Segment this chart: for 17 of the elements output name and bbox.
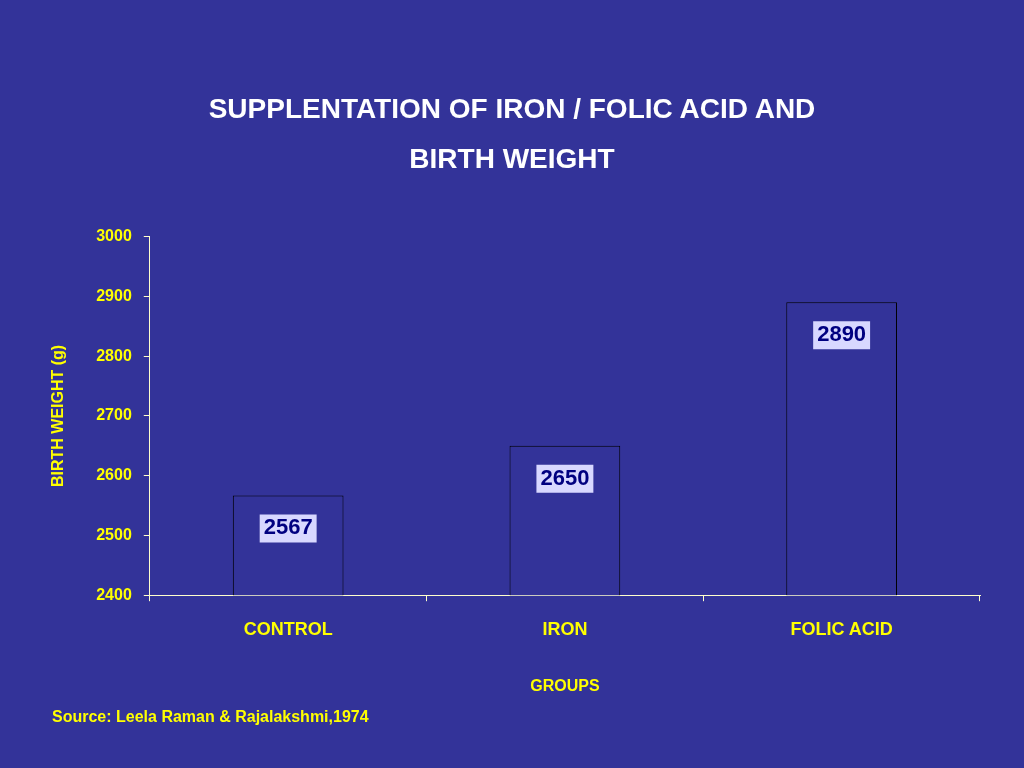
y-axis-title: BIRTH WEIGHT (g) xyxy=(49,344,67,487)
y-tick-label: 2400 xyxy=(96,585,132,603)
x-tick-label: FOLIC ACID xyxy=(790,618,893,639)
chart-title: SUPPLENTATION OF IRON / FOLIC ACID AND BIRTH WEIGHT xyxy=(207,92,817,176)
x-axis-title: GROUPS xyxy=(530,676,600,694)
source-note: Source: Leela Raman & Rajalakshmi,1974 xyxy=(52,708,369,726)
x-tick-label: CONTROL xyxy=(243,618,333,639)
y-tick-label: 2500 xyxy=(96,525,132,543)
y-tick-label: 2800 xyxy=(96,346,132,364)
x-tick-label: IRON xyxy=(542,618,588,639)
y-tick-label: 3000 xyxy=(96,227,132,245)
y-tick-label: 2900 xyxy=(96,286,132,304)
data-label: 2567 xyxy=(263,514,313,540)
y-tick-label: 2600 xyxy=(96,466,132,484)
data-label: 2650 xyxy=(540,464,590,490)
y-tick-label: 2700 xyxy=(96,406,132,424)
data-label: 2890 xyxy=(817,321,867,347)
